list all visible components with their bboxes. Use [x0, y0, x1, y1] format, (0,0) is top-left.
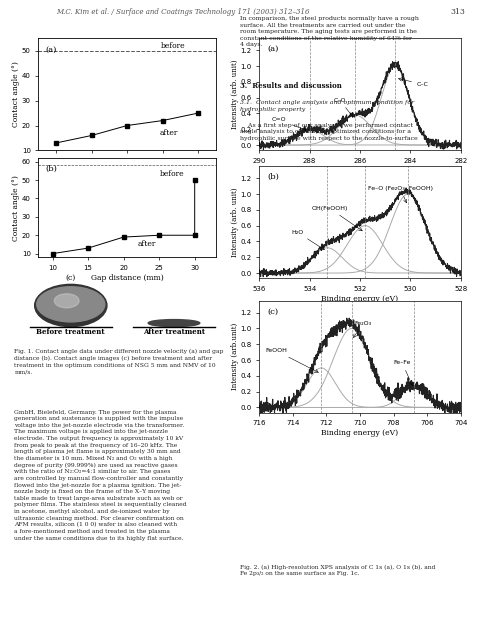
Text: after: after — [159, 129, 178, 137]
Ellipse shape — [148, 319, 200, 326]
Text: (b): (b) — [267, 173, 279, 181]
Text: before: before — [161, 42, 186, 50]
Text: C=O: C=O — [272, 117, 306, 131]
Text: before: before — [159, 170, 184, 179]
Text: after: after — [138, 241, 156, 248]
Text: C–O: C–O — [334, 98, 353, 117]
Y-axis label: Intensity (arb. unit): Intensity (arb. unit) — [231, 188, 239, 257]
Text: (c): (c) — [66, 274, 76, 282]
Ellipse shape — [35, 284, 107, 326]
Text: OH(FeOOH): OH(FeOOH) — [312, 206, 362, 231]
Text: 3.1.  Contact angle analysis and optimum condition for
hydrophilic property: 3.1. Contact angle analysis and optimum … — [240, 100, 414, 112]
Text: H₂O: H₂O — [291, 230, 324, 250]
Text: In comparison, the steel products normally have a rough
surface. All the treatme: In comparison, the steel products normal… — [240, 16, 419, 47]
X-axis label: Nozzle velocity (mm/s): Nozzle velocity (mm/s) — [84, 167, 171, 175]
Y-axis label: Contact angle (°): Contact angle (°) — [12, 175, 20, 241]
Text: After treatment: After treatment — [143, 328, 205, 335]
X-axis label: Gap distance (mm): Gap distance (mm) — [91, 274, 164, 282]
X-axis label: Binding energy (eV): Binding energy (eV) — [322, 167, 398, 175]
Text: (a): (a) — [267, 45, 278, 53]
X-axis label: Binding energy (eV): Binding energy (eV) — [322, 429, 398, 437]
Text: (b): (b) — [46, 165, 58, 173]
Text: C–C: C–C — [398, 78, 429, 87]
X-axis label: Binding energy (eV): Binding energy (eV) — [322, 295, 398, 303]
Text: Fe–O (Fe₂O₃, FeOOH): Fe–O (Fe₂O₃, FeOOH) — [368, 186, 433, 203]
Text: Fe–Fe: Fe–Fe — [393, 360, 412, 385]
Ellipse shape — [54, 294, 79, 308]
Text: FeOOH: FeOOH — [265, 348, 318, 372]
Text: M.C. Kim et al. / Surface and Coatings Technology 171 (2003) 312–316: M.C. Kim et al. / Surface and Coatings T… — [56, 8, 309, 16]
Y-axis label: Contact angle (°): Contact angle (°) — [12, 61, 20, 127]
Y-axis label: Intensity (arb. unit): Intensity (arb. unit) — [231, 60, 239, 129]
Text: (a): (a) — [46, 46, 57, 54]
Text: GmbH, Bielefeld, Germany. The power for the plasma
generation and sustenance is : GmbH, Bielefeld, Germany. The power for … — [14, 410, 187, 541]
Text: Before treatment: Before treatment — [36, 328, 105, 335]
Text: (c): (c) — [267, 307, 278, 316]
Text: 3.  Results and discussion: 3. Results and discussion — [240, 82, 342, 90]
Text: As a first step of our analysis, we performed contact
angle analysis to obtain t: As a first step of our analysis, we perf… — [240, 123, 418, 141]
Text: 313: 313 — [451, 8, 466, 16]
Text: Fig. 1. Contact angle data under different nozzle velocity (a) and gap
distance : Fig. 1. Contact angle data under differe… — [14, 349, 224, 374]
Ellipse shape — [37, 287, 105, 322]
Text: Fe₂O₃: Fe₂O₃ — [353, 321, 372, 337]
Text: Fig. 2. (a) High-resolution XPS analysis of C 1s (a), O 1s (b), and
Fe 2p₃/₂ on : Fig. 2. (a) High-resolution XPS analysis… — [240, 564, 435, 577]
Y-axis label: Intensity (arb.unit): Intensity (arb.unit) — [231, 323, 239, 390]
